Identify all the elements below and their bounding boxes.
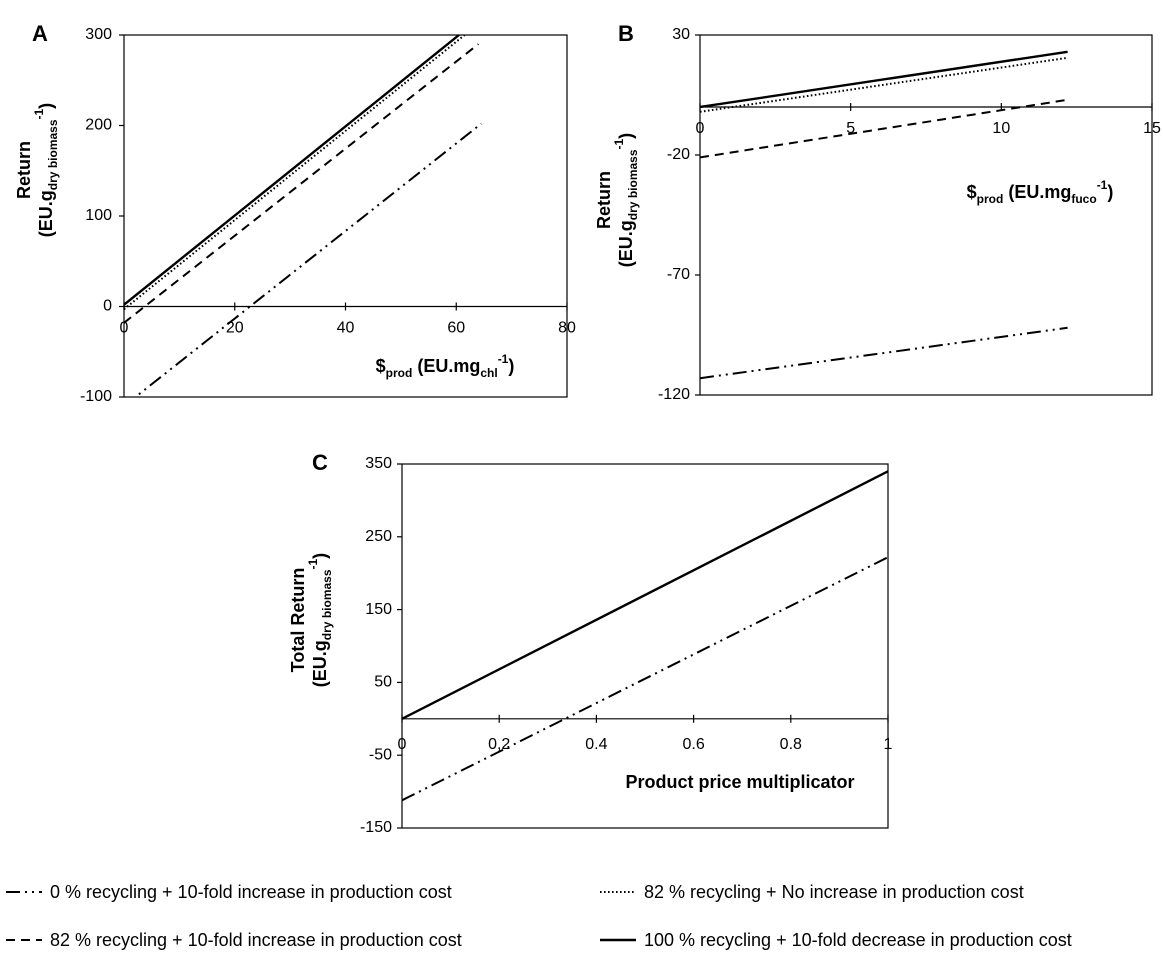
x-tick-label: 0 — [398, 736, 407, 753]
y-tick-label: 100 — [85, 207, 112, 224]
y-tick-label: 150 — [365, 601, 392, 618]
series-line-dashed — [700, 98, 1068, 159]
y-tick-label: -150 — [360, 819, 392, 836]
series-line-solid — [700, 50, 1068, 109]
panel-letter: B — [618, 21, 634, 46]
legend: 0 % recycling + 10-fold increase in prod… — [6, 882, 1072, 950]
series-line-solid — [402, 470, 888, 720]
x-tick-label: 80 — [558, 320, 576, 337]
plot-frame — [401, 463, 889, 829]
y-tick-label: -20 — [667, 146, 690, 163]
series-line-dotted — [124, 35, 466, 310]
y-tick-label: -70 — [667, 266, 690, 283]
series-line-dashdotdot — [700, 326, 1068, 380]
y-tick-label: -100 — [80, 388, 112, 405]
legend-label: 82 % recycling + 10-fold increase in pro… — [50, 930, 462, 950]
y-axis-label: Return(EU.gdry biomass-1) — [14, 103, 60, 237]
x-tick-label: 5 — [846, 120, 855, 137]
y-tick-label: 0 — [103, 298, 112, 315]
series-line-dotted — [700, 56, 1068, 113]
y-tick-label: 200 — [85, 117, 112, 134]
legend-label: 0 % recycling + 10-fold increase in prod… — [50, 882, 452, 902]
svg-text:(EU.gdry biomass-1): (EU.gdry biomass-1) — [306, 553, 334, 687]
svg-text:(EU.gdry biomass-1): (EU.gdry biomass-1) — [32, 103, 60, 237]
panel-a: A -100 0 100 200 300 0 20 40 60 80 $prod (EU.mgchl-… — [14, 21, 576, 405]
y-tick-label: 50 — [374, 674, 392, 691]
x-tick-label: 60 — [447, 320, 465, 337]
y-tick-label: 350 — [365, 455, 392, 472]
y-tick-label: -50 — [369, 746, 392, 763]
x-tick-label: 0,2 — [488, 736, 510, 753]
y-tick-label: 250 — [365, 528, 392, 545]
x-tick-label: 0 — [696, 120, 705, 137]
plot-frame — [699, 34, 1153, 396]
panel-b: B -120 -70 -20 30 0 5 10 15 $prod (EU.mgfuco-1) Re… — [594, 21, 1161, 403]
series-line-dashed — [124, 43, 480, 324]
svg-text:(EU.gdry biomass-1): (EU.gdry biomass-1) — [612, 133, 640, 267]
svg-text:Total Return: Total Return — [288, 568, 308, 673]
x-axis-label: $prod (EU.mgfuco-1) — [967, 178, 1114, 206]
y-axis-label: Total Return (EU.gdry biomass-1) — [288, 553, 334, 687]
x-tick-label: 0.4 — [585, 736, 607, 753]
x-tick-label: 15 — [1143, 120, 1161, 137]
y-tick-label: 300 — [85, 26, 112, 43]
y-axis-label: Return(EU.gdry biomass-1) — [594, 133, 640, 267]
series-line-dashdotdot — [402, 556, 888, 802]
x-axis-label: Product price multiplicator — [625, 772, 854, 792]
panel-c: C -150 -50 50 150 250 350 0 0,2 0.4 0.6 0.8 1 Product… — [288, 450, 893, 836]
legend-label: 100 % recycling + 10-fold decrease in pr… — [644, 930, 1072, 950]
x-tick-label: 40 — [337, 320, 355, 337]
x-tick-label: 1 — [884, 736, 893, 753]
plot-frame — [123, 34, 568, 398]
x-axis-label: $prod (EU.mgchl-1) — [376, 352, 515, 380]
legend-label: 82 % recycling + No increase in producti… — [644, 882, 1024, 902]
y-tick-label: 30 — [672, 26, 690, 43]
panel-letter: C — [312, 450, 328, 475]
series-line-dashdotdot — [133, 122, 482, 397]
x-tick-label: 0.8 — [780, 736, 802, 753]
x-tick-label: 10 — [992, 120, 1010, 137]
svg-text:Return: Return — [14, 141, 34, 199]
series-line-solid — [124, 35, 460, 306]
y-tick-label: -120 — [658, 386, 690, 403]
x-tick-label: 20 — [226, 320, 244, 337]
x-tick-label: 0.6 — [682, 736, 704, 753]
panel-letter: A — [32, 21, 48, 46]
x-tick-label: 0 — [120, 320, 129, 337]
svg-text:Return: Return — [594, 171, 614, 229]
